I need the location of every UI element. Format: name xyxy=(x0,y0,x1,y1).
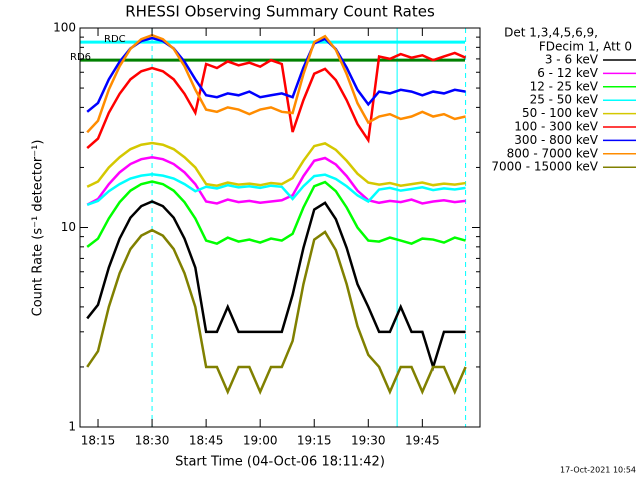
legend-label: 25 - 50 keV xyxy=(530,93,599,107)
series-line xyxy=(86,36,466,113)
x-tick-label: 19:30 xyxy=(351,434,386,448)
x-tick-label: 18:15 xyxy=(81,434,116,448)
legend-label: 300 - 800 keV xyxy=(514,133,598,147)
series-line xyxy=(86,228,467,396)
legend-label: 50 - 100 keV xyxy=(522,106,599,120)
series-line xyxy=(86,141,466,188)
series-line xyxy=(86,33,466,134)
legend-label: 12 - 25 keV xyxy=(530,79,599,93)
x-tick-label: 18:30 xyxy=(135,434,170,448)
series-line xyxy=(86,155,466,206)
y-tick-label: 1 xyxy=(68,420,76,434)
reference-label: RDC xyxy=(104,34,126,45)
series-line xyxy=(86,172,466,206)
legend-label: 800 - 7000 keV xyxy=(507,146,599,160)
y-tick-label: 10 xyxy=(61,220,76,234)
x-tick-label: 19:45 xyxy=(405,434,440,448)
legend-header: FDecim 1, Att 0 xyxy=(539,40,632,54)
series-line xyxy=(86,200,466,372)
legend-label: 3 - 6 keV xyxy=(545,53,599,67)
x-tick-label: 19:15 xyxy=(297,434,332,448)
footer: 17-Oct-2021 10:54 xyxy=(560,466,636,475)
x-axis-label: Start Time (04-Oct-06 18:11:42) xyxy=(175,455,385,470)
legend-label: 7000 - 15000 keV xyxy=(491,160,598,174)
reference-label: RD6 xyxy=(70,52,91,63)
legend-header: Det 1,3,4,5,6,9, xyxy=(504,26,598,40)
series-line xyxy=(86,180,466,248)
x-tick-label: 19:00 xyxy=(243,434,278,448)
chart-title: RHESSI Observing Summary Count Rates xyxy=(125,3,435,21)
legend-label: 100 - 300 keV xyxy=(514,120,598,134)
y-tick-label: 100 xyxy=(53,21,76,35)
x-tick-label: 18:45 xyxy=(189,434,224,448)
series-line xyxy=(86,51,467,150)
y-axis-label: Count Rate (s⁻¹ detector⁻¹) xyxy=(31,140,46,317)
legend-label: 6 - 12 keV xyxy=(537,66,599,80)
